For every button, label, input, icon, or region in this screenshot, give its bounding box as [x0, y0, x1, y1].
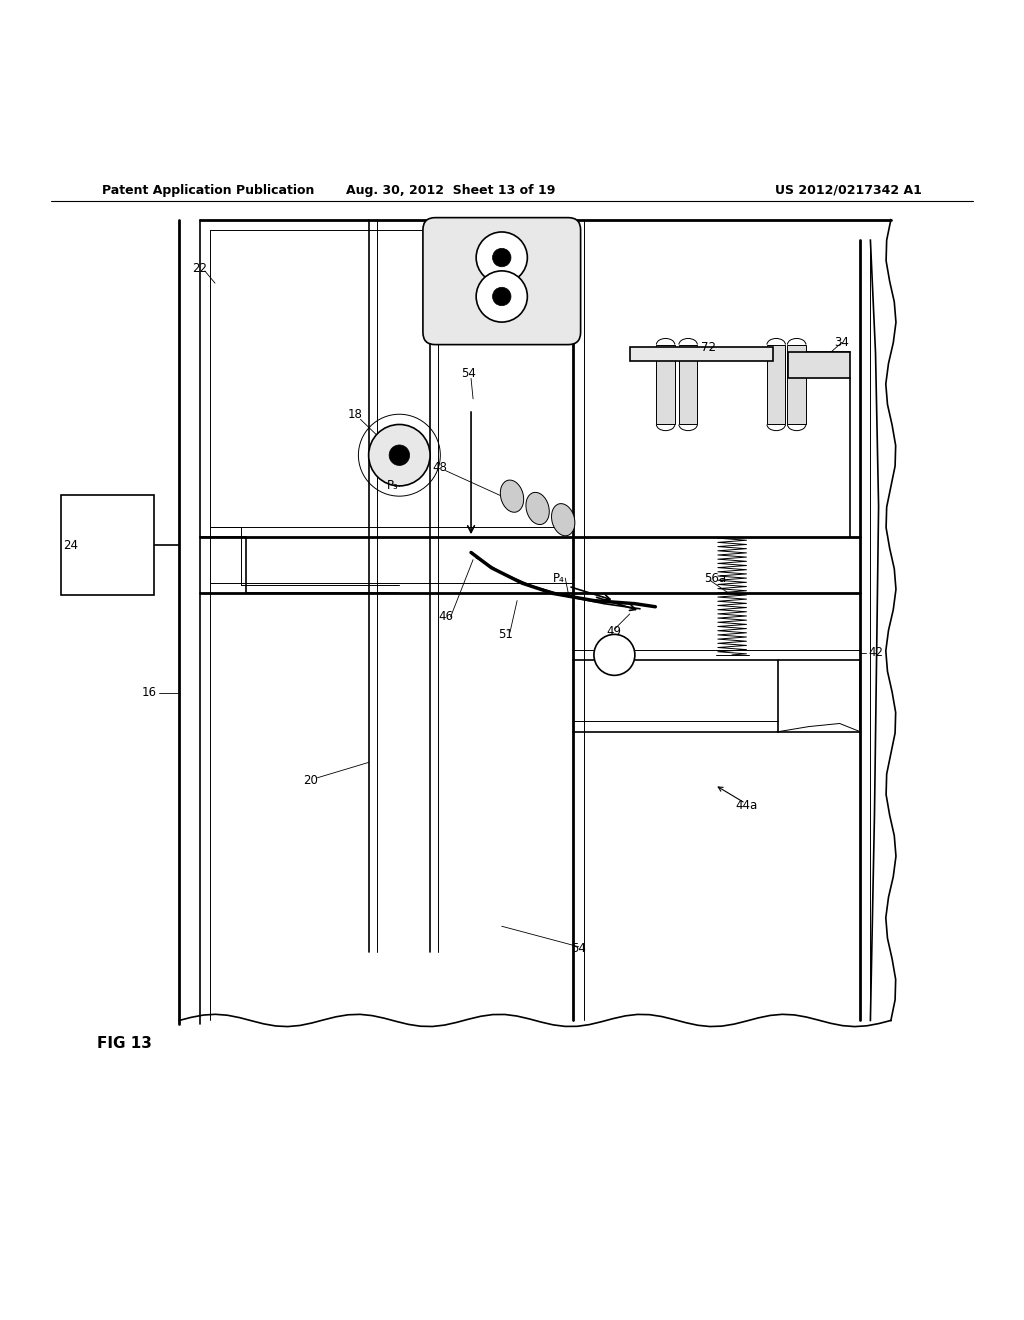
Ellipse shape — [501, 480, 523, 512]
Bar — [787, 345, 806, 425]
Circle shape — [389, 445, 410, 466]
Text: 56a: 56a — [705, 572, 727, 585]
Circle shape — [476, 271, 527, 322]
Bar — [630, 347, 773, 360]
Text: 46: 46 — [438, 610, 454, 623]
Ellipse shape — [552, 504, 574, 536]
Text: 48: 48 — [432, 461, 447, 474]
Text: Patent Application Publication: Patent Application Publication — [102, 183, 314, 197]
Text: 18: 18 — [348, 408, 364, 421]
Bar — [656, 345, 675, 425]
Circle shape — [493, 288, 511, 306]
Bar — [767, 345, 785, 425]
Text: FIG 13: FIG 13 — [97, 1036, 153, 1051]
Text: P₃: P₃ — [387, 479, 398, 492]
Text: 34: 34 — [835, 337, 850, 348]
Bar — [61, 495, 154, 595]
Circle shape — [594, 635, 635, 676]
Circle shape — [369, 425, 430, 486]
Text: 54: 54 — [461, 367, 476, 380]
Circle shape — [493, 248, 511, 267]
Text: 44a: 44a — [735, 799, 758, 812]
FancyBboxPatch shape — [423, 218, 581, 345]
Text: P₄: P₄ — [553, 572, 564, 585]
Text: 49: 49 — [606, 624, 622, 638]
Ellipse shape — [526, 492, 549, 524]
Text: 20: 20 — [303, 775, 318, 787]
Bar — [788, 351, 850, 379]
Text: 16: 16 — [141, 686, 157, 700]
Text: 72: 72 — [701, 341, 717, 354]
Text: Aug. 30, 2012  Sheet 13 of 19: Aug. 30, 2012 Sheet 13 of 19 — [346, 183, 555, 197]
Circle shape — [476, 232, 527, 284]
Text: 54: 54 — [571, 942, 587, 956]
Text: 42: 42 — [868, 647, 884, 659]
Text: 51: 51 — [498, 628, 513, 642]
Text: 22: 22 — [193, 263, 208, 276]
Text: US 2012/0217342 A1: US 2012/0217342 A1 — [775, 183, 922, 197]
Text: 24: 24 — [63, 539, 79, 552]
Bar — [679, 345, 697, 425]
